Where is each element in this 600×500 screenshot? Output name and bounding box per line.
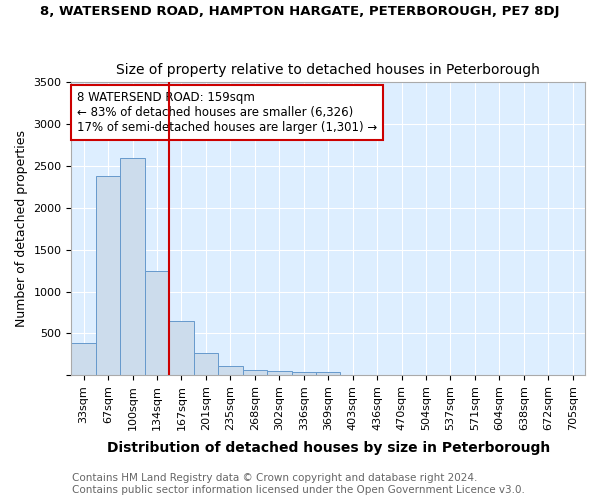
Bar [242,370,267,375]
Bar [121,158,145,375]
Title: Size of property relative to detached houses in Peterborough: Size of property relative to detached ho… [116,63,540,77]
Y-axis label: Number of detached properties: Number of detached properties [15,130,28,327]
Bar [292,372,316,375]
Text: 8, WATERSEND ROAD, HAMPTON HARGATE, PETERBOROUGH, PE7 8DJ: 8, WATERSEND ROAD, HAMPTON HARGATE, PETE… [40,5,560,18]
Text: 8 WATERSEND ROAD: 159sqm
← 83% of detached houses are smaller (6,326)
17% of sem: 8 WATERSEND ROAD: 159sqm ← 83% of detach… [77,91,377,134]
Bar [316,372,340,375]
Text: Contains HM Land Registry data © Crown copyright and database right 2024.
Contai: Contains HM Land Registry data © Crown c… [72,474,525,495]
Bar [218,366,242,375]
Bar [194,352,218,375]
Bar [96,176,121,375]
Bar [145,270,169,375]
Bar [267,371,292,375]
X-axis label: Distribution of detached houses by size in Peterborough: Distribution of detached houses by size … [107,441,550,455]
Bar [169,321,194,375]
Bar [71,344,96,375]
